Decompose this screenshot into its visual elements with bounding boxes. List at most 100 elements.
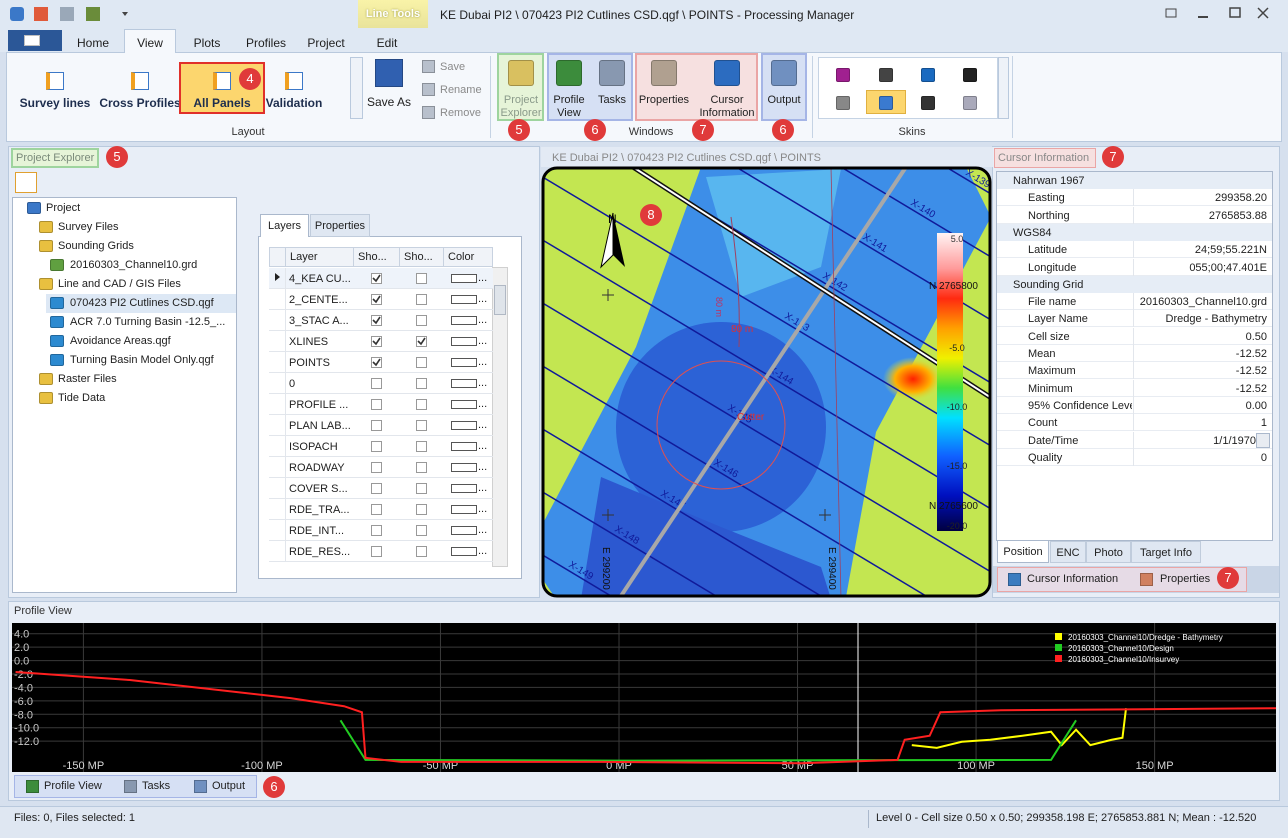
checkbox[interactable] <box>371 525 382 536</box>
ribbon-tab[interactable]: Edit <box>376 36 398 50</box>
tree-item[interactable]: Raster Files <box>58 373 117 385</box>
ribbon-small-button[interactable]: Save <box>440 61 466 73</box>
checkbox[interactable] <box>416 483 427 494</box>
quick-access <box>10 7 128 21</box>
checkbox[interactable] <box>371 546 382 557</box>
checkbox[interactable] <box>416 294 427 305</box>
ribbon-button[interactable]: Cross Profiles <box>99 96 181 110</box>
small-icon <box>422 106 435 119</box>
ribbon-tab[interactable]: Plots <box>193 36 221 50</box>
checkbox[interactable] <box>416 399 427 410</box>
dropdown-button[interactable] <box>1256 432 1270 448</box>
group-name[interactable]: Sounding Grid <box>1013 278 1084 291</box>
checkbox[interactable] <box>416 546 427 557</box>
color-button[interactable]: ... <box>478 398 488 410</box>
color-button[interactable]: ... <box>478 293 488 305</box>
property-value: 24;59;55.221N <box>1194 244 1267 257</box>
color-button[interactable]: ... <box>478 335 488 347</box>
dock-tab[interactable]: Cursor Information <box>1027 573 1119 585</box>
tree-item[interactable]: Tide Data <box>58 392 106 404</box>
ribbon-button[interactable]: Cursor Information <box>699 94 755 119</box>
panel-close[interactable] <box>520 150 530 164</box>
tree-item[interactable]: 070423 PI2 Cutlines CSD.qgf <box>70 297 214 309</box>
color-button[interactable]: ... <box>478 503 488 515</box>
group-name[interactable]: Nahrwan 1967 <box>1013 175 1085 187</box>
ribbon-button[interactable]: Profile View <box>553 94 585 119</box>
ribbon-button[interactable]: Project Explorer <box>500 94 542 119</box>
ribbon-button[interactable]: Properties <box>638 94 690 106</box>
color-button[interactable]: ... <box>478 524 488 536</box>
ribbon-tab[interactable]: View <box>124 29 176 53</box>
color-button[interactable]: ... <box>478 314 488 326</box>
checkbox[interactable] <box>371 483 382 494</box>
tree-item[interactable]: Sounding Grids <box>58 240 134 252</box>
color-swatch <box>451 358 477 367</box>
layer-name: 3_STAC A... <box>289 315 349 327</box>
color-button[interactable]: ... <box>478 377 488 389</box>
color-button[interactable]: ... <box>478 461 488 473</box>
checkbox[interactable] <box>416 441 427 452</box>
checkbox[interactable] <box>416 315 427 326</box>
legend-label: 20160303_Channel10/Insurvey <box>1068 655 1179 664</box>
tree-item[interactable]: Turning Basin Model Only.qgf <box>70 354 214 366</box>
tree-item[interactable]: ACR 7.0 Turning Basin -12.5_... <box>70 316 226 328</box>
checkbox[interactable] <box>371 420 382 431</box>
checkbox[interactable] <box>371 504 382 515</box>
colorbar-label: 5.0 <box>951 234 964 244</box>
color-button[interactable]: ... <box>478 545 488 557</box>
ribbon-tab[interactable]: Project <box>307 36 345 50</box>
tree-item[interactable]: 20160303_Channel10.grd <box>70 259 198 271</box>
x-tick-label: -100 MP <box>241 760 283 772</box>
checkbox[interactable] <box>416 420 427 431</box>
ribbon-button[interactable]: Survey lines <box>19 96 91 110</box>
checkbox[interactable] <box>371 441 382 452</box>
color-button[interactable]: ... <box>478 419 488 431</box>
layers-tab[interactable]: Layers <box>260 214 309 237</box>
checkbox[interactable] <box>371 378 382 389</box>
ribbon-button[interactable]: Tasks <box>597 94 627 106</box>
cursor-tab[interactable]: Position <box>997 541 1049 563</box>
color-button[interactable]: ... <box>478 356 488 368</box>
ribbon-button[interactable]: All Panels <box>193 96 251 110</box>
tree-item[interactable]: Survey Files <box>58 221 119 233</box>
ribbon-small-button[interactable]: Remove <box>440 107 481 119</box>
cursor-tab[interactable]: Photo <box>1086 541 1131 563</box>
tree-item[interactable]: Project <box>46 202 81 214</box>
color-button[interactable]: ... <box>478 482 488 494</box>
checkbox[interactable] <box>416 525 427 536</box>
checkbox[interactable] <box>416 378 427 389</box>
checkbox[interactable] <box>371 315 382 326</box>
dock-tab[interactable]: Tasks <box>142 780 171 792</box>
color-button[interactable]: ... <box>478 272 488 284</box>
cursor-tab[interactable]: Target Info <box>1131 541 1201 563</box>
checkbox[interactable] <box>416 504 427 515</box>
group-name[interactable]: WGS84 <box>1013 226 1052 239</box>
dock-tab[interactable]: Output <box>212 780 246 792</box>
checkbox[interactable] <box>371 336 382 347</box>
checkbox[interactable] <box>371 462 382 473</box>
ribbon-button[interactable]: Validation <box>265 96 323 110</box>
property-value: 0 <box>1260 451 1267 464</box>
ribbon-tab[interactable]: Home <box>76 36 109 50</box>
color-button[interactable]: ... <box>478 440 488 452</box>
dock-tab[interactable]: Profile View <box>44 780 102 792</box>
ribbon-tab[interactable]: Profiles <box>245 36 286 50</box>
tree-item[interactable]: Avoidance Areas.qgf <box>70 335 171 347</box>
layers-tab[interactable]: Properties <box>310 214 370 237</box>
checkbox[interactable] <box>371 273 382 284</box>
layer-name: POINTS <box>289 357 330 369</box>
checkbox[interactable] <box>416 462 427 473</box>
checkbox[interactable] <box>416 336 427 347</box>
cursor-tab[interactable]: ENC <box>1050 541 1086 563</box>
checkbox[interactable] <box>371 399 382 410</box>
checkbox[interactable] <box>416 273 427 284</box>
ribbon-small-button[interactable]: Rename <box>440 84 482 96</box>
dock-tab[interactable]: Properties <box>1160 573 1211 585</box>
checkbox[interactable] <box>371 294 382 305</box>
checkbox[interactable] <box>416 357 427 368</box>
ribbon-button[interactable]: Output <box>767 94 801 106</box>
ribbon-button[interactable]: Save As <box>366 95 412 109</box>
tree-item[interactable]: Line and CAD / GIS Files <box>58 278 181 290</box>
checkbox[interactable] <box>371 357 382 368</box>
legend-swatch <box>1055 655 1062 662</box>
